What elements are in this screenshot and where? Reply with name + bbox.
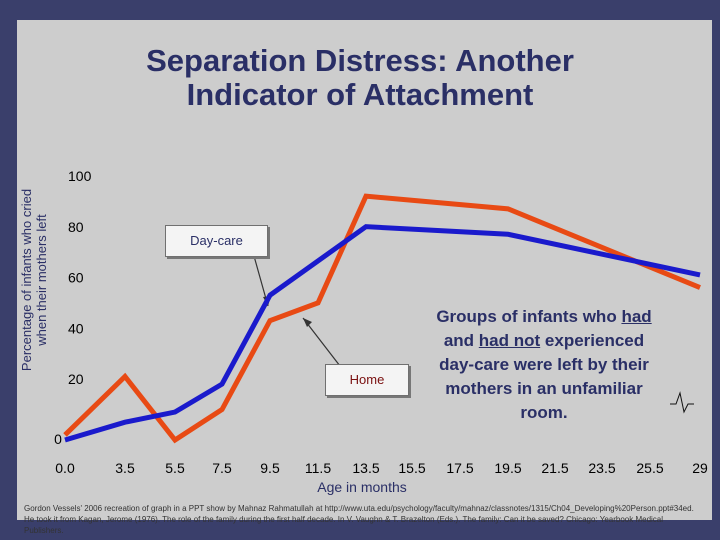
x-tick-23-5: 23.5	[588, 460, 615, 476]
y-tick-20: 20	[68, 371, 84, 387]
y-tick-labels: 0 20 40 60 80 100	[54, 168, 91, 447]
title-line-2: Indicator of Attachment	[186, 77, 534, 112]
y-tick-100: 100	[68, 168, 92, 184]
chart-panel	[17, 20, 712, 520]
source-credit: Gordon Vessels' 2006 recreation of graph…	[24, 503, 704, 536]
credit-line-2: He took it from Kagan, Jerome (1976). Th…	[24, 515, 664, 535]
x-tick-17-5: 17.5	[446, 460, 473, 476]
home-series-label: Home	[325, 364, 409, 396]
daycare-series-line	[64, 224, 701, 443]
x-tick-7-5: 7.5	[212, 460, 232, 476]
x-tick-3-5: 3.5	[115, 460, 135, 476]
daycare-series-label: Day-care	[165, 225, 268, 257]
home-series-line	[63, 193, 701, 444]
y-tick-80: 80	[68, 219, 84, 235]
note-text-end: experienced day-care were left by their …	[439, 331, 649, 422]
home-pointer-arrowhead	[303, 318, 312, 327]
note-text-and: and	[443, 331, 479, 350]
note-emphasis-had-not: had not	[478, 331, 541, 350]
x-tick-labels: 0.0 3.5 5.5 7.5 9.5 11.5 13.5 15.5 17.5 19.5 21.5 2…	[55, 460, 708, 476]
axis-break-icon	[670, 391, 694, 414]
x-tick-21-5: 21.5	[541, 460, 568, 476]
y-tick-0: 0	[54, 431, 62, 447]
note-text-start: Groups of infants who	[436, 307, 622, 326]
annotation-note: Groups of infants who had and had not ex…	[428, 305, 660, 425]
y-tick-40: 40	[68, 320, 84, 336]
x-tick-5-5: 5.5	[165, 460, 185, 476]
x-tick-19-5: 19.5	[494, 460, 521, 476]
x-tick-25-5: 25.5	[636, 460, 663, 476]
home-pointer-line	[302, 317, 341, 367]
x-tick-11-5: 11.5	[305, 460, 331, 476]
x-tick-29: 29	[692, 460, 708, 476]
title-line-1: Separation Distress: Another	[146, 43, 574, 78]
x-tick-9-5: 9.5	[260, 460, 280, 476]
chart-title: Separation Distress: Another Indicator o…	[40, 44, 680, 112]
x-axis-label: Age in months	[317, 479, 407, 495]
series-lines	[63, 193, 701, 444]
x-tick-13-5: 13.5	[352, 460, 379, 476]
y-tick-60: 60	[68, 270, 84, 286]
x-tick-0-0: 0.0	[55, 460, 75, 476]
x-tick-15-5: 15.5	[398, 460, 425, 476]
note-emphasis-had: had	[621, 307, 652, 326]
credit-line-1: Gordon Vessels' 2006 recreation of graph…	[24, 504, 694, 513]
